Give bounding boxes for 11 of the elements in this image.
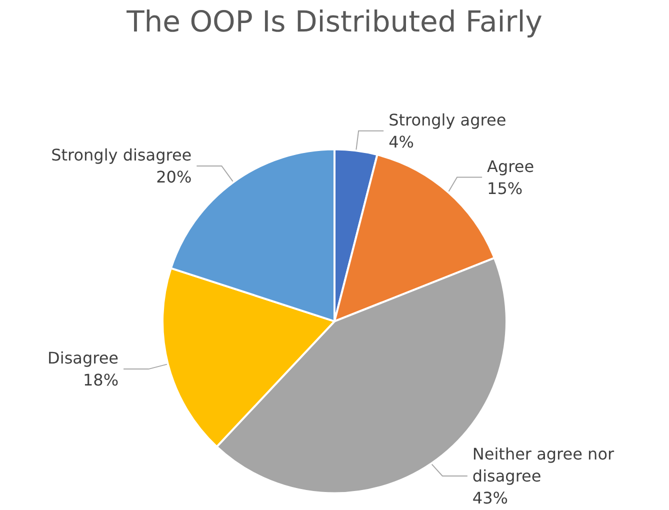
data-label: 20% [156,167,192,186]
slice-label: Disagree [48,348,119,368]
chart-title: The OOP Is Distributed Fairly [126,4,542,38]
data-label: 15% [487,178,523,198]
slice-label: Strongly disagree [51,145,192,164]
data-label: 43% [472,488,508,508]
slice-label: Neither agree nor disagree [472,444,620,486]
slice-label: Agree [487,156,534,176]
data-label: 4% [388,132,414,152]
slice-label: Strongly agree [388,110,506,130]
data-label: 18% [82,370,119,390]
